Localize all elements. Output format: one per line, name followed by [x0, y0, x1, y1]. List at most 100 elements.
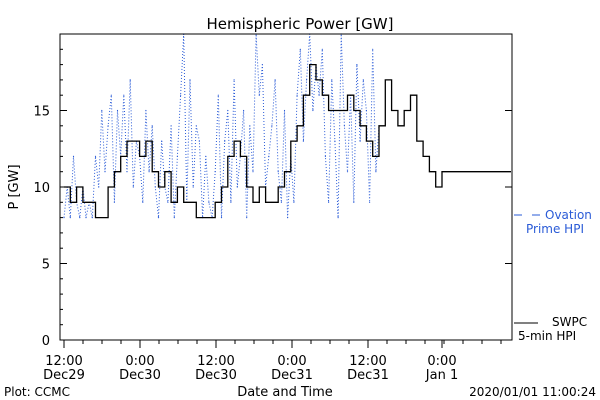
swpc-point — [384, 79, 386, 81]
ovation-point — [227, 109, 229, 112]
x-axis-label: Date and Time — [237, 385, 333, 400]
plot-timestamp: 2020/01/01 11:00:24 — [469, 385, 596, 399]
x-tick-label-date: Dec31 — [271, 368, 313, 383]
ovation-point — [362, 79, 364, 81]
ovation-point — [365, 109, 367, 112]
ovation-point — [132, 186, 134, 188]
swpc-point — [114, 171, 115, 173]
swpc-point — [69, 201, 71, 203]
swpc-point — [265, 201, 266, 203]
ovation-point — [180, 94, 182, 96]
ovation-point — [236, 186, 238, 188]
swpc-point — [246, 186, 248, 188]
y-tick-label: 10 — [33, 181, 50, 196]
ovation-point — [176, 155, 178, 157]
swpc-point — [271, 201, 273, 203]
swpc-point — [258, 186, 260, 188]
x-tick-label-date: Dec31 — [347, 368, 389, 383]
ovation-point — [283, 109, 286, 112]
swpc-point — [277, 186, 279, 188]
plot-source-label: Plot: CCMC — [4, 385, 70, 399]
swpc-point — [158, 186, 159, 188]
ovation-point — [142, 201, 144, 203]
swpc-point — [214, 201, 216, 203]
x-axis-ticks: 12:00Dec290:00Dec3012:00Dec300:00Dec3112… — [43, 340, 502, 383]
ovation-point — [148, 171, 150, 173]
y-tick-label: 5 — [42, 258, 50, 273]
ovation-point — [192, 186, 194, 188]
ovation-point — [280, 201, 282, 203]
y-axis-label: P [GW] — [7, 164, 22, 209]
ovation-point — [302, 140, 304, 142]
y-axis-ticks: 0 5 10 15 — [33, 48, 512, 349]
swpc-line — [64, 63, 511, 219]
ovation-point — [356, 64, 358, 66]
ovation-point — [79, 217, 81, 219]
ovation-point — [293, 201, 295, 203]
ovation-point — [331, 79, 333, 81]
swpc-point — [353, 110, 355, 111]
ovation-point — [312, 109, 314, 112]
ovation-point — [170, 125, 172, 127]
swpc-point — [359, 125, 361, 127]
ovation-point — [277, 171, 279, 173]
swpc-point — [290, 140, 292, 142]
ovation-point — [321, 48, 323, 50]
ovation-point — [157, 217, 160, 219]
ovation-point — [287, 217, 289, 219]
swpc-point — [252, 201, 254, 203]
swpc-point — [76, 186, 77, 188]
ovation-point — [337, 217, 339, 219]
ovation-point — [72, 155, 75, 157]
ovation-point — [274, 79, 276, 81]
swpc-point — [132, 140, 134, 142]
ovation-point — [246, 217, 248, 219]
ovation-point — [359, 140, 361, 142]
ovation-point — [224, 140, 226, 142]
x-tick-label-time: 12:00 — [197, 354, 234, 369]
swpc-point — [366, 140, 367, 142]
ovation-point — [233, 79, 235, 81]
swpc-point — [391, 110, 392, 111]
swpc-point — [284, 171, 285, 173]
legend-ovation-label-2: Prime HPI — [526, 222, 584, 236]
swpc-point — [107, 186, 109, 188]
swpc-point — [183, 201, 185, 203]
ovation-point — [205, 155, 207, 157]
ovation-point — [94, 155, 97, 157]
ovation-point — [252, 171, 254, 173]
ovation-point — [220, 217, 223, 219]
ovation-point — [85, 217, 87, 219]
swpc-point — [309, 64, 311, 65]
x-tick-label-date: Dec29 — [43, 368, 85, 383]
swpc-point — [95, 217, 96, 219]
ovation-point — [296, 94, 298, 96]
ovation-point — [346, 171, 349, 173]
ovation-point — [104, 171, 106, 173]
swpc-point — [221, 186, 222, 188]
ovation-point — [372, 48, 374, 50]
swpc-point — [334, 110, 336, 111]
ovation-point — [306, 79, 308, 81]
y-tick-label: 0 — [42, 334, 50, 349]
swpc-point — [151, 171, 153, 173]
ovation-point — [353, 201, 355, 203]
ovation-point — [217, 94, 219, 96]
y-tick-label: 15 — [33, 105, 50, 120]
swpc-point — [101, 217, 103, 219]
swpc-point — [441, 171, 443, 173]
ovation-point — [110, 94, 112, 96]
ovation-point — [167, 201, 169, 203]
swpc-point — [139, 156, 141, 157]
ovation-point — [214, 171, 216, 173]
ovation-point — [334, 140, 336, 142]
swpc-point — [170, 201, 172, 203]
ovation-point — [198, 140, 200, 142]
swpc-point — [410, 94, 411, 96]
ovation-point — [318, 94, 320, 96]
swpc-point — [429, 171, 430, 173]
ovation-point — [189, 79, 191, 81]
swpc-point — [202, 217, 204, 219]
ovation-point — [243, 109, 245, 112]
